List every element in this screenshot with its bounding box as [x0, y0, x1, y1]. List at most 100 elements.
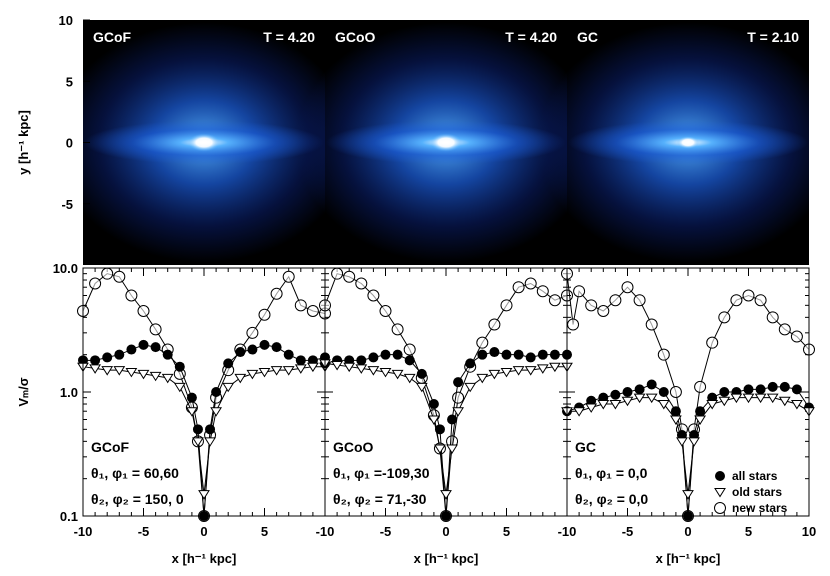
data-point-new-stars	[730, 294, 743, 307]
data-point-new-stars	[258, 308, 271, 321]
data-point-new-stars	[367, 289, 380, 302]
plot-marks	[561, 267, 815, 522]
x-tick-label: -5	[138, 524, 150, 539]
data-point-old-stars	[790, 400, 803, 410]
plot-panel-name: GCoO	[333, 439, 374, 455]
legend-label: all stars	[732, 469, 778, 483]
plot-y-tick-label: 10.0	[53, 261, 78, 276]
data-point-old-stars	[246, 369, 259, 380]
x-axis-gc: -10 -5 0 5 10 x [h⁻¹ kpc]	[558, 524, 817, 566]
data-point-old-stars	[524, 366, 537, 376]
data-point-new-stars	[306, 305, 319, 318]
x-tick-label: -10	[316, 524, 335, 539]
plot-panel-gcoo: GCoO θ₁, φ₁ =-109,30 θ₂, φ₂ = 71,-30	[319, 267, 573, 522]
data-point-new-stars	[609, 294, 622, 307]
data-point-old-stars	[657, 400, 670, 410]
galaxy-disk-image	[296, 22, 596, 263]
data-point-old-stars	[355, 364, 368, 374]
data-point-old-stars	[161, 373, 174, 384]
data-point-all-stars	[477, 349, 488, 360]
data-point-old-stars	[434, 444, 446, 454]
legend-marker-open-circle	[714, 502, 726, 514]
data-point-old-stars	[185, 407, 198, 417]
data-point-all-stars	[634, 384, 645, 395]
data-point-new-stars	[633, 294, 646, 307]
data-point-old-stars	[464, 382, 477, 393]
data-point-new-stars	[113, 270, 126, 283]
map-panel-name: GCoO	[335, 29, 376, 45]
plot-panel-gcof: GCoF θ₁, φ₁ = 60,60 θ₂, φ₂ = 150, 0	[77, 267, 331, 522]
legend-label: old stars	[732, 485, 782, 499]
x-axis-gcof: -10 -5 0 5 x [h⁻¹ kpc]	[74, 524, 269, 566]
data-point-new-stars	[742, 289, 755, 302]
plot-panel-angle-2: θ₂, φ₂ = 0,0	[575, 491, 648, 507]
data-point-all-stars	[695, 406, 706, 417]
data-point-new-stars	[706, 336, 719, 349]
data-point-new-stars	[331, 267, 344, 280]
legend-item-all-stars: all stars	[715, 469, 778, 483]
data-point-new-stars	[536, 285, 549, 298]
x-tick-label: -5	[622, 524, 634, 539]
data-point-all-stars	[791, 384, 802, 395]
data-point-new-stars	[137, 305, 150, 318]
data-point-old-stars	[778, 396, 791, 407]
data-point-new-stars	[89, 277, 102, 290]
data-point-old-stars	[688, 437, 700, 447]
data-point-old-stars	[294, 364, 307, 374]
data-point-old-stars	[415, 382, 428, 393]
legend: all stars old stars new stars	[714, 469, 788, 515]
density-maps: GCoF T = 4.20 GCoO T = 4.20 GC T = 2.10	[83, 20, 809, 265]
data-point-new-stars	[476, 336, 489, 349]
data-point-all-stars	[174, 361, 185, 372]
data-point-new-stars	[645, 318, 658, 331]
plot-frame	[566, 267, 810, 517]
data-point-old-stars	[512, 366, 525, 376]
data-point-old-stars	[597, 400, 610, 410]
map-panel-name: GCoF	[93, 29, 132, 45]
data-point-all-stars	[622, 387, 633, 397]
data-point-old-stars	[633, 393, 646, 404]
galaxy-core	[430, 133, 462, 152]
plot-panel-name: GC	[575, 439, 596, 455]
data-point-new-stars	[149, 323, 162, 336]
plot-y-axis-title: Vₘ/σ	[16, 377, 31, 406]
data-point-old-stars	[621, 396, 634, 407]
data-point-old-stars	[488, 369, 501, 380]
data-point-new-stars	[573, 285, 586, 298]
map-panel-gcoo: GCoO T = 4.20	[296, 20, 596, 265]
data-point-all-stars	[646, 379, 657, 390]
data-point-all-stars	[271, 342, 282, 353]
data-point-all-stars	[719, 387, 730, 397]
data-point-all-stars	[380, 349, 391, 360]
data-point-old-stars	[204, 437, 216, 447]
data-point-new-stars	[246, 326, 259, 339]
data-point-new-stars	[403, 343, 416, 356]
plot-y-tick-label: 0.1	[60, 509, 78, 524]
data-point-new-stars	[524, 277, 537, 290]
data-point-all-stars	[586, 395, 597, 406]
map-panel-time: T = 4.20	[263, 29, 315, 45]
map-panel-gcof: GCoF T = 4.20	[83, 20, 354, 265]
kinematic-plots: GCoF θ₁, φ₁ = 60,60 θ₂, φ₂ = 150, 0 GCoO…	[77, 267, 815, 522]
map-panel-name: GC	[577, 29, 598, 45]
data-point-old-stars	[173, 382, 186, 393]
data-point-new-stars	[790, 330, 803, 343]
data-point-all-stars	[447, 414, 458, 425]
plot-panel-angle-2: θ₂, φ₂ = 150, 0	[91, 491, 184, 507]
plot-marks	[77, 267, 331, 522]
data-point-all-stars	[368, 352, 379, 363]
legend-item-new-stars: new stars	[714, 501, 788, 515]
plot-panel-angle-1: θ₁, φ₁ = 0,0	[575, 465, 648, 481]
x-tick-label: 0	[442, 524, 449, 539]
data-point-old-stars	[270, 366, 283, 376]
data-point-old-stars	[440, 490, 452, 500]
data-point-new-stars	[694, 380, 707, 393]
data-point-all-stars	[416, 368, 427, 379]
map-y-axis: 10 5 0 -5 y [h⁻¹ kpc]	[16, 13, 90, 212]
map-panel-time: T = 4.20	[505, 29, 557, 45]
data-point-all-stars	[102, 352, 113, 363]
data-point-old-stars	[585, 403, 598, 413]
data-point-all-stars	[392, 349, 403, 360]
data-point-all-stars	[428, 399, 439, 410]
